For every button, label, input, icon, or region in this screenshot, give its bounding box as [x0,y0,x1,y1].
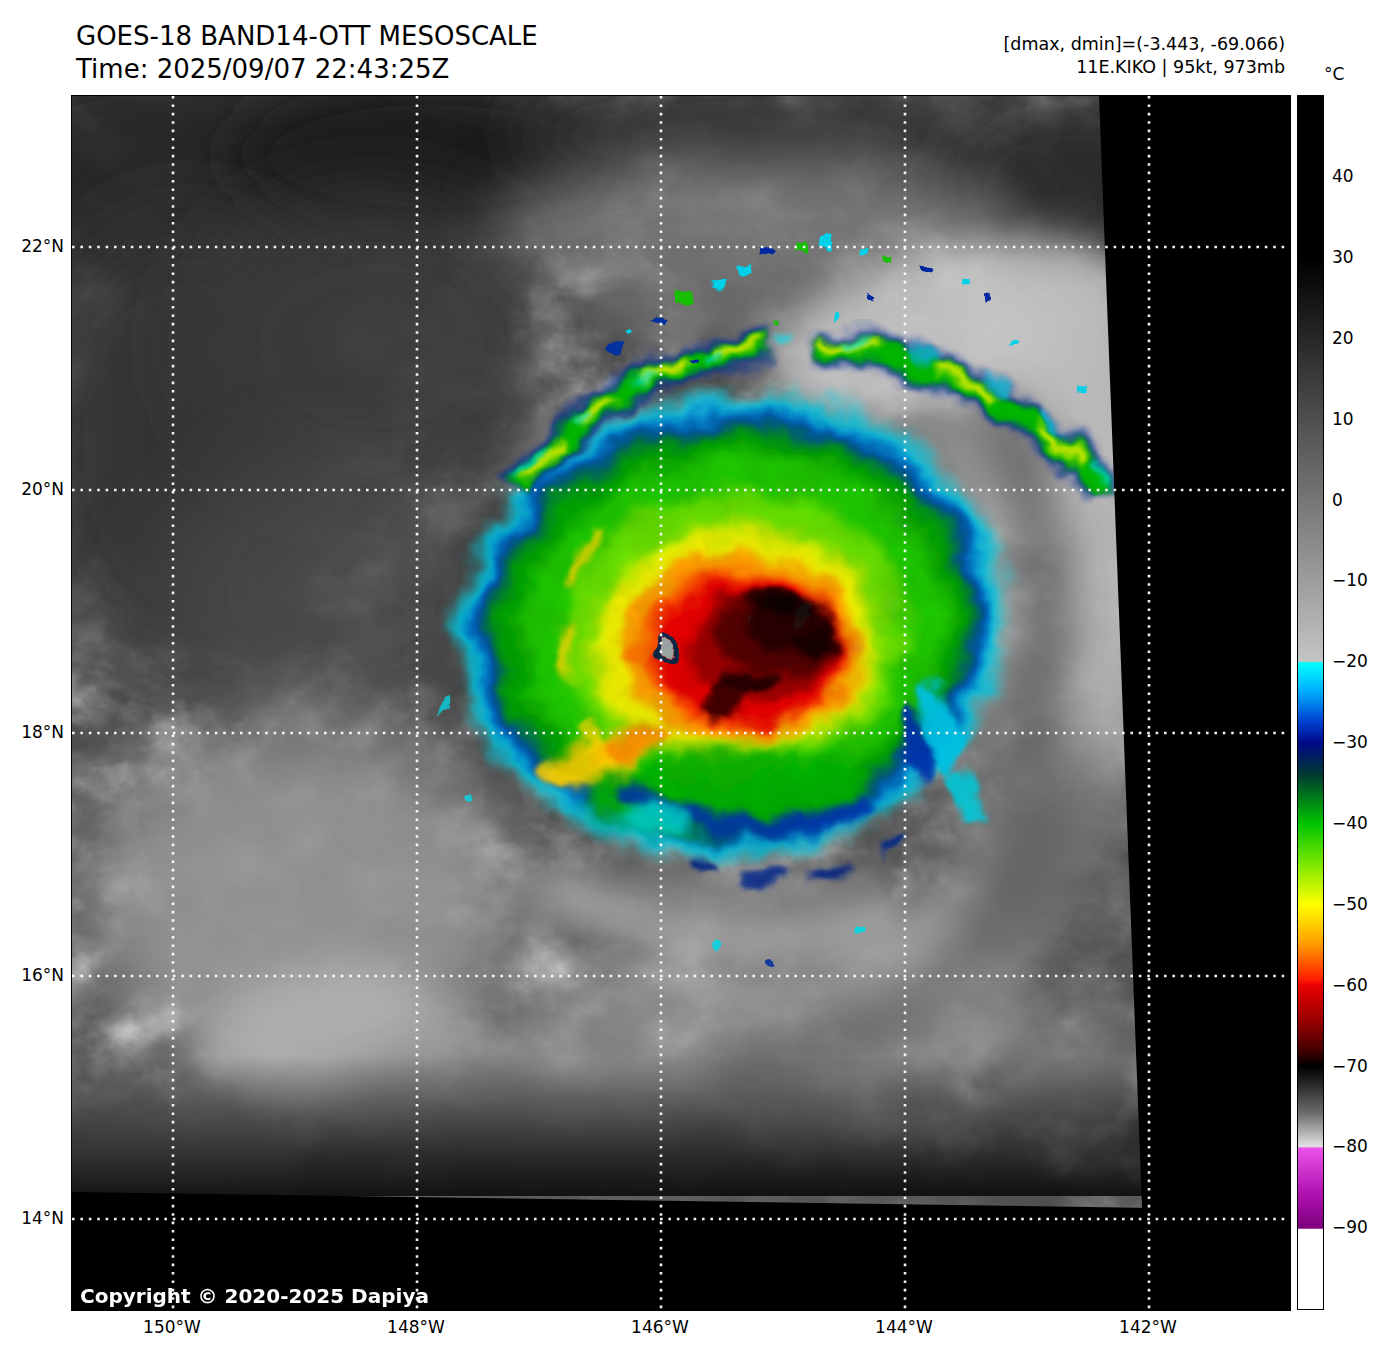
dmax-dmin-annotation: [dmax, dmin]=(-3.443, -69.066) [1003,33,1285,56]
cb-tick-20: 20 [1332,328,1390,348]
cb-tick-m80: −80 [1332,1136,1390,1156]
satellite-image-plot [71,95,1291,1311]
cb-tick-m30: −30 [1332,732,1390,752]
cb-tick-m20: −20 [1332,651,1390,671]
cb-tick-m60: −60 [1332,975,1390,995]
lat-label-18n: 18°N [0,722,64,742]
cb-tick-10: 10 [1332,409,1390,429]
lon-label-148w: 148°W [376,1317,456,1337]
lat-label-16n: 16°N [0,965,64,985]
lon-label-144w: 144°W [864,1317,944,1337]
colorbar [1297,95,1324,1310]
lat-label-20n: 20°N [0,479,64,499]
cb-tick-30: 30 [1332,247,1390,267]
copyright-text: Copyright © 2020-2025 Dapiya [80,1284,429,1308]
lon-label-142w: 142°W [1108,1317,1188,1337]
cb-tick-m10: −10 [1332,570,1390,590]
cb-tick-m70: −70 [1332,1056,1390,1076]
cb-tick-m50: −50 [1332,894,1390,914]
satellite-image [72,96,1290,1310]
figure-time: Time: 2025/09/07 22:43:25Z [76,53,538,86]
cb-tick-m90: −90 [1332,1217,1390,1237]
lon-label-150w: 150°W [132,1317,212,1337]
cb-tick-0: 0 [1332,490,1390,510]
lat-label-14n: 14°N [0,1208,64,1228]
scan-edge-fade [72,1056,1290,1196]
lat-label-22n: 22°N [0,236,64,256]
cb-tick-40: 40 [1332,166,1390,186]
lon-label-146w: 146°W [620,1317,700,1337]
storm-annotation: 11E.KIKO | 95kt, 973mb [1003,56,1285,79]
colorbar-unit-label: °C [1324,64,1344,84]
figure-title-block: GOES-18 BAND14-OTT MESOSCALE Time: 2025/… [76,20,538,86]
cb-tick-m40: −40 [1332,813,1390,833]
figure-title: GOES-18 BAND14-OTT MESOSCALE [76,20,538,53]
figure-annotations: [dmax, dmin]=(-3.443, -69.066) 11E.KIKO … [1003,33,1285,79]
